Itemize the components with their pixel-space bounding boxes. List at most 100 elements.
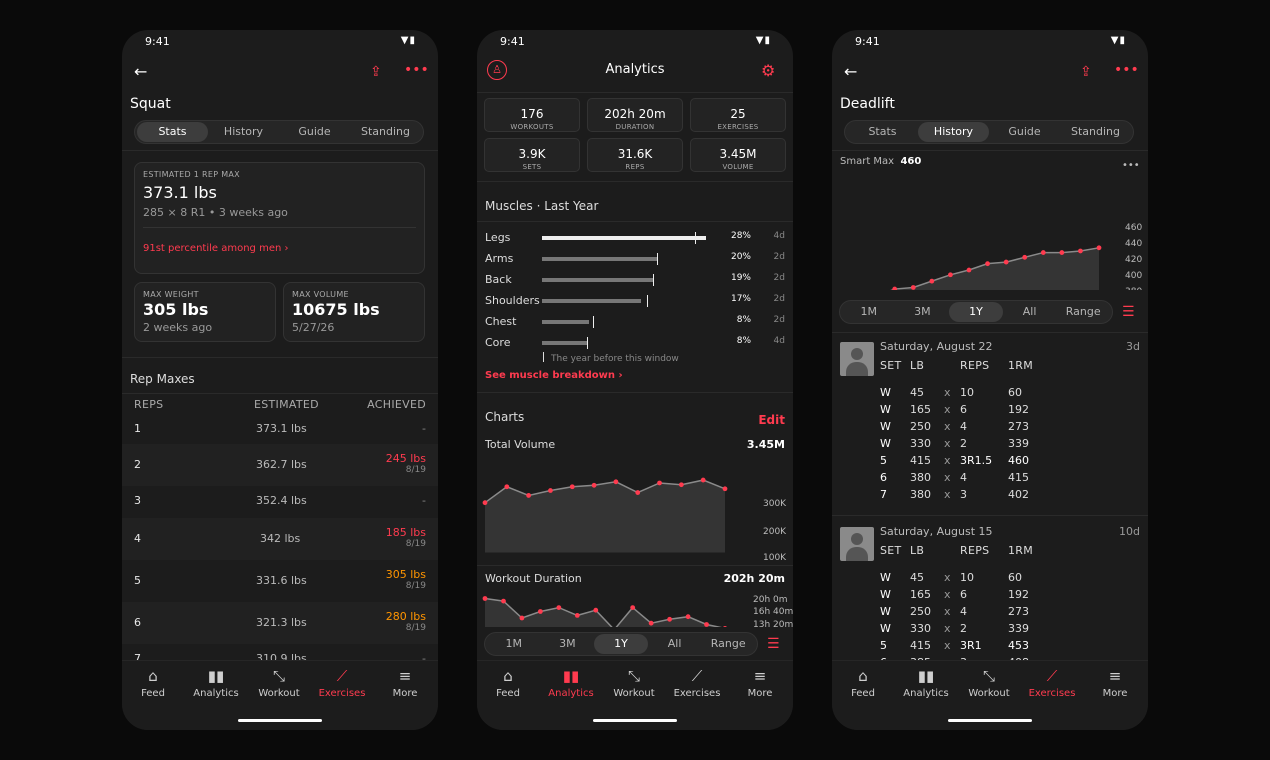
phone-squat: 9:41 ▼▮ ← ⇪ ••• Squat Stats History Guid… (122, 30, 438, 730)
set-row: 5 415 x 3R1 453 (880, 639, 1029, 652)
orm-value: 373.1 lbs (143, 183, 217, 202)
share-icon[interactable]: ⇪ (1080, 64, 1092, 80)
y-tick-label: 20h 0m (753, 595, 788, 605)
chart-data-point (685, 614, 691, 620)
range-custom[interactable]: Range (710, 637, 746, 650)
status-bar: 9:41 ▼▮ (122, 30, 438, 54)
nav-feed[interactable]: ⌂ Feed (478, 667, 538, 699)
chart-data-point (635, 490, 641, 495)
filter-sliders-icon[interactable]: ☰ (1122, 304, 1135, 320)
stat-volume: 3.45M VOLUME (690, 138, 786, 172)
prior-year-tick (593, 316, 594, 328)
exercises-icon: ⟋ (691, 667, 703, 685)
back-arrow-icon[interactable]: ← (134, 62, 148, 81)
exercise-tabs: Stats History Guide Standing (844, 120, 1134, 144)
range-3m[interactable]: 3M (914, 305, 931, 318)
chart-area-fill (485, 480, 725, 552)
wifi-battery-icon: ▼▮ (755, 35, 771, 46)
tab-history[interactable]: History (223, 125, 264, 138)
muscle-row-chest: Chest 8% 2d (485, 315, 785, 328)
range-3m[interactable]: 3M (559, 637, 576, 650)
chart-data-point (723, 626, 727, 627)
chart-data-point (574, 613, 580, 618)
nav-workout[interactable]: ⤡ Workout (959, 667, 1019, 699)
home-indicator (593, 719, 677, 722)
set-row: W 250 x 4 273 (880, 420, 1029, 433)
chart-options-icon[interactable]: ••• (1122, 160, 1140, 171)
settings-gear-icon[interactable]: ⚙ (761, 61, 776, 80)
nav-more[interactable]: ≡ More (375, 667, 435, 699)
chart-data-point (1078, 248, 1083, 254)
orm-sub: 285 × 8 R1 • 3 weeks ago (143, 206, 288, 219)
sets-header: SET LB REPS 1RM (880, 544, 1034, 557)
nav-exercises[interactable]: ⟋ Exercises (1022, 667, 1082, 699)
more-options-icon[interactable]: ••• (404, 62, 429, 78)
nav-workout[interactable]: ⤡ Workout (604, 667, 664, 699)
nav-analytics[interactable]: ▮▮ Analytics (896, 667, 956, 699)
home-indicator (948, 719, 1032, 722)
range-all[interactable]: All (1022, 305, 1037, 318)
tab-guide[interactable]: Guide (298, 125, 331, 138)
bar-chart-icon: ▮▮ (562, 667, 580, 685)
stat-duration: 202h 20m DURATION (587, 98, 683, 132)
nav-feed[interactable]: ⌂ Feed (123, 667, 183, 699)
y-tick-label: 200K (763, 527, 787, 537)
tab-guide[interactable]: Guide (1008, 125, 1041, 138)
stat-workouts: 176 WORKOUTS (484, 98, 580, 132)
percentile-link[interactable]: 91st percentile among men › (143, 243, 289, 254)
bar-chart-icon: ▮▮ (917, 667, 935, 685)
nav-feed[interactable]: ⌂ Feed (833, 667, 893, 699)
range-1m[interactable]: 1M (860, 305, 878, 318)
session-ago: 10d (1119, 525, 1140, 538)
range-custom[interactable]: Range (1065, 305, 1101, 318)
exercises-icon: ⟋ (1046, 667, 1058, 685)
filter-sliders-icon[interactable]: ☰ (767, 636, 780, 652)
range-all[interactable]: All (667, 637, 682, 650)
tab-standing[interactable]: Standing (360, 125, 410, 138)
share-icon[interactable]: ⇪ (370, 64, 382, 80)
chart-data-point (537, 609, 543, 614)
nav-more[interactable]: ≡ More (730, 667, 790, 699)
more-options-icon[interactable]: ••• (1114, 62, 1139, 78)
y-tick-label: 400 (1125, 271, 1142, 281)
nav-analytics[interactable]: ▮▮ Analytics (186, 667, 246, 699)
session-date: Saturday, August 22 (880, 340, 993, 353)
tab-history[interactable]: History (918, 122, 989, 142)
home-icon: ⌂ (148, 667, 158, 685)
profile-icon[interactable]: ♙ (487, 60, 507, 80)
page-title: Analytics (605, 62, 665, 77)
y-tick-label: 440 (1125, 239, 1142, 249)
wifi-battery-icon: ▼▮ (1110, 35, 1126, 46)
chart-area-fill (485, 598, 719, 627)
bottom-nav: ⌂ Feed ▮▮ Analytics ⤡ Workout ⟋ Exercises ≡ M… (832, 660, 1148, 730)
max-weight-sub: 2 weeks ago (143, 321, 213, 334)
history-session[interactable]: Saturday, August 22 3d SET LB REPS 1RM W 45 x 10 6… (832, 336, 1148, 516)
chart-data-point (526, 493, 532, 498)
tab-standing[interactable]: Standing (1070, 125, 1120, 138)
nav-exercises[interactable]: ⟋ Exercises (667, 667, 727, 699)
status-time: 9:41 (145, 35, 170, 48)
muscle-bar (542, 341, 587, 345)
back-arrow-icon[interactable]: ← (844, 62, 858, 81)
stat-reps: 31.6K REPS (587, 138, 683, 172)
table-row: 6 321.3 lbs 280 lbs 8/19 (122, 602, 438, 644)
nav-workout[interactable]: ⤡ Workout (249, 667, 309, 699)
range-1y[interactable]: 1Y (594, 634, 648, 654)
chart-series-line (484, 597, 723, 627)
nav-analytics[interactable]: ▮▮ Analytics (541, 667, 601, 699)
chart-data-point (648, 620, 654, 626)
tab-stats[interactable]: Stats (868, 125, 897, 138)
muscle-row-arms: Arms 20% 2d (485, 252, 785, 265)
range-1m[interactable]: 1M (505, 637, 523, 650)
tab-stats[interactable]: Stats (137, 122, 208, 142)
muscle-breakdown-link[interactable]: See muscle breakdown › (485, 370, 623, 381)
chart-data-point (1096, 245, 1102, 251)
volume-chart: 300K200K100KAug, 2025Feb, 2026Aug, 2026 (482, 477, 787, 563)
nav-exercises[interactable]: ⟋ Exercises (312, 667, 372, 699)
max-volume-sub: 5/27/26 (292, 321, 335, 334)
edit-charts-button[interactable]: Edit (758, 413, 785, 427)
range-1y[interactable]: 1Y (949, 302, 1003, 322)
sets-header: SET LB REPS 1RM (880, 359, 1034, 372)
muscle-bar (542, 257, 658, 261)
nav-more[interactable]: ≡ More (1085, 667, 1145, 699)
